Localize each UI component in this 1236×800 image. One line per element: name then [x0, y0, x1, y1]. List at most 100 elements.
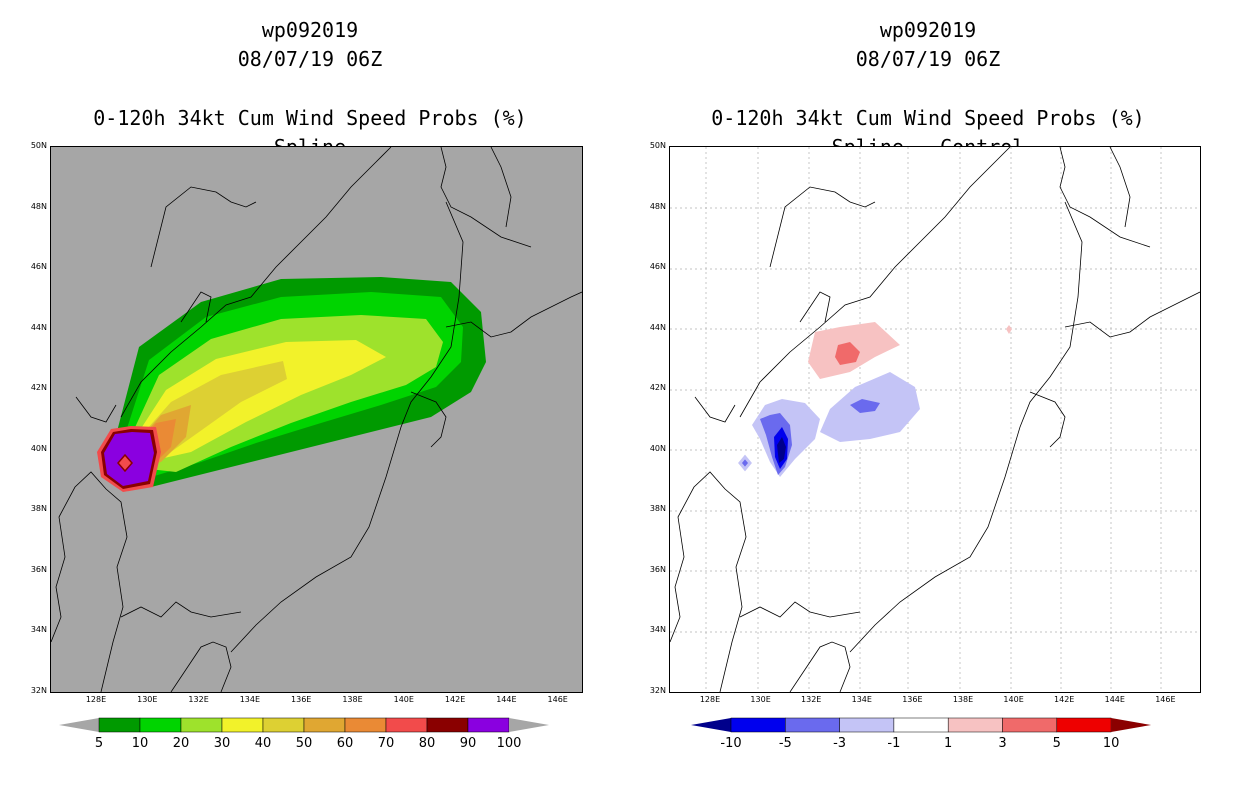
left-colorbar-label: 100	[496, 736, 522, 751]
left-panel-title: wp092019 08/07/19 06Z 0-120h 34kt Cum Wi…	[60, 16, 560, 162]
left-lon-label: 132E	[188, 695, 209, 704]
right-colorbar-label: 3	[998, 736, 1007, 751]
left-colorbar-segment	[98, 717, 141, 733]
left-colorbar-label: 10	[131, 736, 149, 751]
right-lon-label: 128E	[699, 695, 721, 704]
right-lat-label: 32N	[649, 686, 666, 695]
left-colorbar-label: 80	[418, 736, 436, 751]
right-lat-label: 48N	[649, 201, 666, 211]
left-lon-label: 130E	[137, 695, 158, 704]
right-colorbar-segment	[730, 717, 786, 733]
left-datetime: 08/07/19 06Z	[237, 47, 383, 71]
left-lat-label: 40N	[30, 443, 47, 453]
right-colorbar-label: 10	[1102, 736, 1120, 751]
left-colorbar-label: 90	[459, 736, 477, 751]
left-colorbar-segment	[180, 717, 223, 733]
right-colorbar-segment	[1002, 717, 1058, 733]
right-colorbar-segment	[785, 717, 840, 733]
right-lon-label: 134E	[851, 695, 872, 704]
left-colorbar-triangle-high	[509, 718, 549, 732]
right-lon-label: 130E	[750, 695, 771, 704]
left-colorbar-label: 5	[94, 736, 104, 751]
left-colorbar-label: 30	[213, 736, 231, 751]
left-lon-label: 142E	[444, 695, 466, 704]
left-colorbar-segment	[262, 717, 305, 733]
left-colorbar	[59, 717, 549, 733]
left-colorbar-segment	[426, 717, 469, 733]
left-lon-label: 138E	[342, 695, 363, 704]
right-colorbar-label: -3	[833, 736, 847, 751]
right-lat-label: 34N	[649, 625, 666, 635]
left-lat-label: 46N	[30, 262, 47, 272]
peak-marker	[117, 453, 133, 473]
right-colorbar-triangle-low	[691, 718, 731, 732]
left-lat-label: 32N	[30, 686, 47, 695]
grid-lines	[670, 147, 1200, 692]
left-colorbar-segment	[385, 717, 428, 733]
right-storm-id: wp092019	[879, 18, 977, 42]
diff-negative-peak	[777, 437, 786, 463]
left-lat-label: 44N	[30, 322, 47, 332]
left-lon-label: 136E	[291, 695, 312, 704]
right-product-title: 0-120h 34kt Cum Wind Speed Probs (%)	[711, 106, 1145, 130]
right-colorbar-label: -5	[778, 736, 792, 751]
left-product-title: 0-120h 34kt Cum Wind Speed Probs (%)	[93, 106, 527, 130]
right-colorbar-label: -10	[720, 736, 742, 751]
right-lat-label: 44N	[649, 322, 666, 332]
diff-positive-3-5	[835, 342, 860, 365]
right-lon-label: 140E	[1003, 695, 1024, 704]
right-colorbar-segment	[947, 717, 1003, 733]
left-lat-label: 42N	[30, 383, 47, 393]
right-lat-label: 42N	[649, 383, 666, 393]
right-colorbar-label: -1	[887, 736, 901, 751]
right-lat-label: 50N	[649, 141, 666, 150]
left-colorbar-label: 60	[336, 736, 354, 751]
left-lon-label: 128E	[85, 695, 107, 704]
right-lat-label: 40N	[649, 443, 666, 453]
right-lon-label: 132E	[801, 695, 822, 704]
left-storm-id: wp092019	[261, 18, 359, 42]
diff-negative-small	[738, 454, 752, 472]
right-map-svg	[670, 147, 1200, 692]
right-colorbar	[691, 717, 1152, 733]
left-colorbar-segment	[139, 717, 182, 733]
left-lat-label: 34N	[30, 625, 47, 635]
diff-positive-small	[1006, 325, 1012, 334]
right-colorbar-segment	[893, 717, 949, 733]
right-lat-label: 36N	[649, 564, 666, 574]
right-panel-title: wp092019 08/07/19 06Z 0-120h 34kt Cum Wi…	[678, 16, 1178, 162]
right-lon-label: 142E	[1054, 695, 1075, 704]
right-colorbar-segment	[839, 717, 895, 733]
coastlines-right	[670, 147, 1200, 692]
left-lat-label: 50N	[30, 141, 47, 150]
right-lon-label: 138E	[952, 695, 974, 704]
right-lon-label: 144E	[1104, 695, 1125, 704]
right-colorbar-triangle-high	[1111, 718, 1152, 732]
right-difference-map	[669, 146, 1201, 693]
right-lat-label: 38N	[649, 504, 666, 514]
right-lat-label: 46N	[649, 262, 666, 272]
left-lon-label: 146E	[547, 695, 568, 704]
left-colorbar-label: 50	[295, 736, 313, 751]
diff-negative-3-5b	[850, 399, 880, 413]
left-lon-label: 134E	[239, 695, 261, 704]
left-colorbar-segment	[221, 717, 264, 733]
left-colorbar-segment	[467, 717, 510, 733]
right-datetime: 08/07/19 06Z	[855, 47, 1001, 71]
left-colorbar-label: 20	[172, 736, 190, 751]
right-lon-label: 136E	[902, 695, 923, 704]
left-lat-label: 48N	[30, 201, 47, 211]
left-lat-label: 36N	[30, 564, 47, 574]
right-lon-label: 146E	[1155, 695, 1176, 704]
left-colorbar-segment	[344, 717, 387, 733]
left-colorbar-segment	[303, 717, 346, 733]
left-colorbar-label: 70	[377, 736, 395, 751]
left-lat-label: 38N	[30, 504, 47, 514]
left-lon-label: 140E	[393, 695, 414, 704]
left-colorbar-triangle-low	[59, 718, 99, 732]
coastlines	[51, 147, 582, 692]
left-probability-map	[50, 146, 583, 693]
left-colorbar-label: 40	[254, 736, 272, 751]
right-colorbar-label: 5	[1052, 736, 1061, 751]
left-map-svg	[51, 147, 582, 692]
